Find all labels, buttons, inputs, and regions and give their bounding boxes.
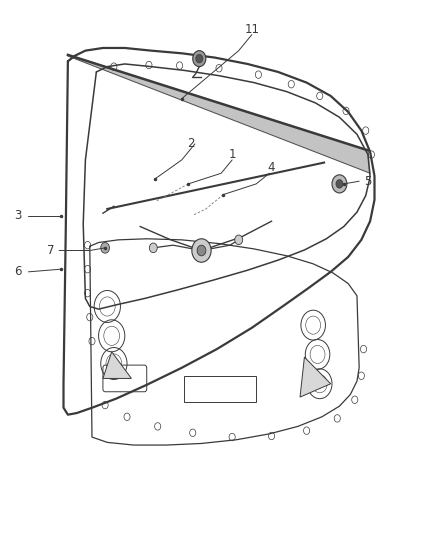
- Bar: [184, 376, 256, 402]
- Text: 4: 4: [268, 161, 276, 174]
- Text: 11: 11: [244, 23, 259, 36]
- Text: 3: 3: [14, 209, 21, 222]
- Polygon shape: [103, 352, 131, 378]
- Text: 5: 5: [364, 175, 371, 188]
- Circle shape: [149, 243, 157, 253]
- Text: 6: 6: [14, 265, 21, 278]
- Circle shape: [193, 51, 206, 67]
- Text: 2: 2: [187, 138, 194, 150]
- Circle shape: [332, 175, 347, 193]
- Circle shape: [196, 54, 203, 63]
- Polygon shape: [300, 357, 331, 397]
- Circle shape: [336, 180, 343, 188]
- Text: 7: 7: [46, 244, 54, 257]
- Circle shape: [192, 239, 211, 262]
- Circle shape: [101, 243, 110, 253]
- Text: 1: 1: [228, 148, 236, 161]
- Polygon shape: [68, 55, 370, 173]
- Circle shape: [235, 235, 243, 245]
- Circle shape: [197, 245, 206, 256]
